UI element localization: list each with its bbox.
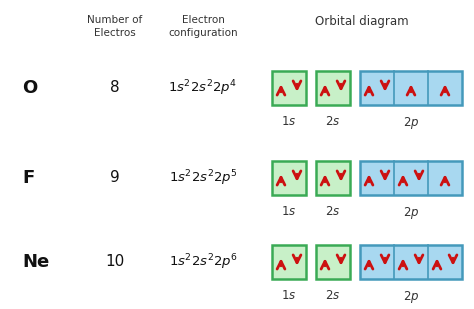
Text: $1s^22s^22p^5$: $1s^22s^22p^5$: [169, 168, 237, 188]
Text: $2s$: $2s$: [325, 205, 341, 218]
Text: $1s$: $1s$: [282, 115, 297, 128]
Bar: [316, 161, 350, 195]
Text: Number of
Electros: Number of Electros: [87, 15, 143, 38]
Bar: [360, 71, 462, 105]
Text: $2s$: $2s$: [325, 289, 341, 302]
Bar: [316, 71, 350, 105]
Text: $2p$: $2p$: [403, 115, 419, 131]
Text: $1s^22s^22p^4$: $1s^22s^22p^4$: [168, 78, 237, 98]
Bar: [360, 245, 462, 279]
Text: O: O: [22, 79, 37, 97]
Text: 8: 8: [110, 81, 120, 95]
Text: Electron
configuration: Electron configuration: [168, 15, 238, 38]
Text: 10: 10: [105, 255, 125, 269]
Text: $2p$: $2p$: [403, 289, 419, 305]
Text: F: F: [22, 169, 34, 187]
Text: $1s^22s^22p^6$: $1s^22s^22p^6$: [169, 252, 237, 272]
Bar: [272, 71, 306, 105]
Text: $1s$: $1s$: [282, 205, 297, 218]
Text: $1s$: $1s$: [282, 289, 297, 302]
Bar: [272, 161, 306, 195]
Text: Orbital diagram: Orbital diagram: [315, 15, 409, 28]
Bar: [360, 161, 462, 195]
Text: $2s$: $2s$: [325, 115, 341, 128]
Bar: [316, 245, 350, 279]
Text: $2p$: $2p$: [403, 205, 419, 221]
Text: 9: 9: [110, 171, 120, 185]
Text: Ne: Ne: [22, 253, 49, 271]
Bar: [272, 245, 306, 279]
